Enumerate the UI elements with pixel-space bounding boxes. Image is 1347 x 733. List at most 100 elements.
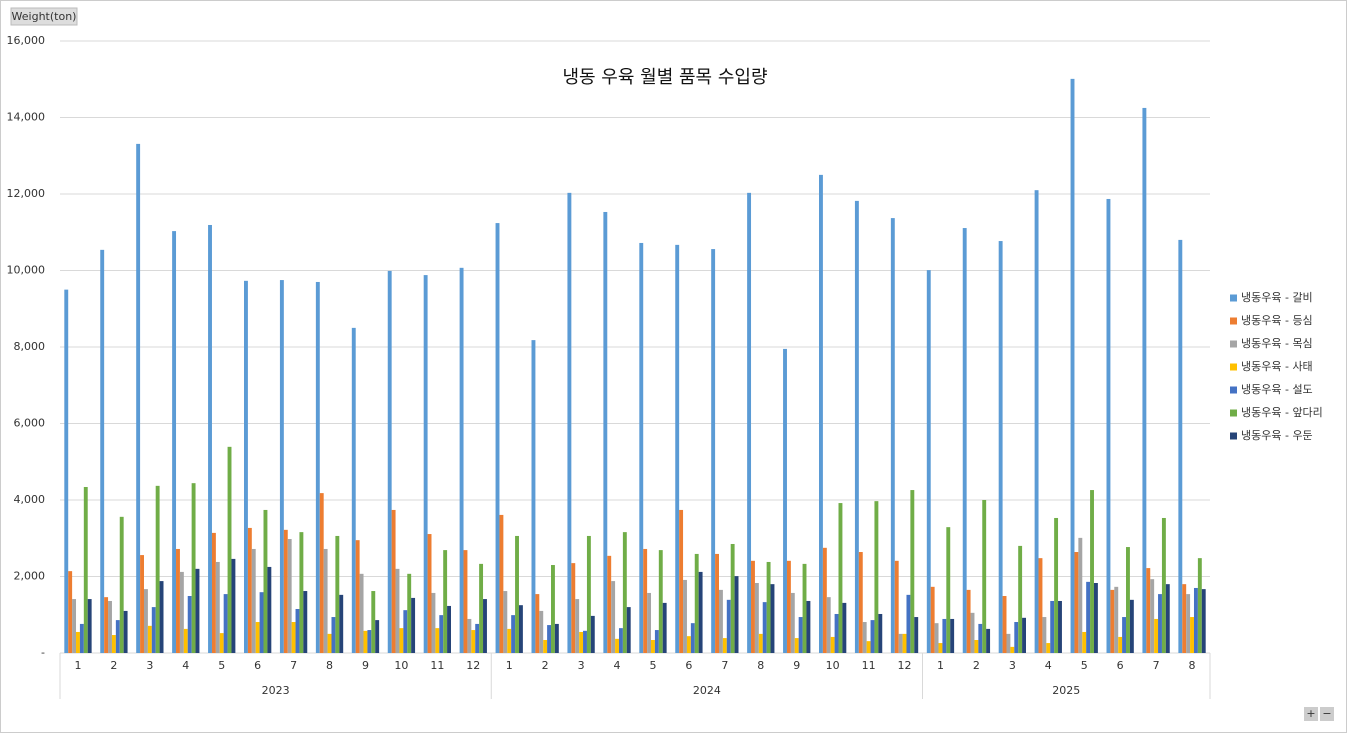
bar (962, 228, 967, 654)
bar (547, 625, 552, 653)
bar (1070, 78, 1075, 654)
legend-label: 냉동우육 - 갈비 (1241, 290, 1313, 304)
x-tick-label: 5 (218, 659, 225, 672)
bar (1046, 643, 1051, 653)
bar (683, 579, 687, 653)
bar (819, 174, 823, 653)
bar (770, 584, 775, 653)
zoom-in-label[interactable]: + (1306, 707, 1315, 720)
bar (1158, 594, 1162, 653)
group-label: 2024 (693, 684, 721, 697)
bar (208, 224, 212, 654)
bar (894, 560, 899, 653)
zoom-in[interactable]: + (1304, 707, 1318, 721)
bar (711, 249, 716, 653)
bar (806, 600, 811, 653)
bar (783, 348, 787, 653)
bar (758, 633, 763, 653)
bar (447, 605, 451, 653)
bar (786, 560, 791, 653)
x-tick-label: 7 (290, 659, 297, 672)
bar (1122, 617, 1127, 653)
x-tick-label: 8 (757, 659, 764, 672)
bar (475, 623, 480, 653)
bar (698, 571, 703, 653)
x-tick-label: 12 (466, 659, 480, 672)
bar (371, 591, 376, 653)
bar (970, 612, 975, 653)
bar (283, 529, 288, 653)
bar (1054, 517, 1059, 653)
bar (978, 623, 983, 653)
bar (244, 280, 248, 653)
bar (335, 535, 340, 653)
bar (662, 602, 667, 653)
bar (575, 599, 580, 653)
bar (858, 552, 863, 653)
zoom-out[interactable]: − (1320, 707, 1334, 721)
bar (87, 599, 92, 653)
bar (1074, 552, 1079, 653)
bar (626, 607, 631, 653)
bar (1118, 636, 1123, 653)
bar (331, 617, 336, 653)
bar (583, 630, 587, 653)
bar (798, 617, 803, 653)
bar (842, 602, 847, 653)
x-tick-label: 8 (326, 659, 333, 672)
bar (1197, 558, 1202, 653)
bar (658, 550, 663, 653)
bar (747, 192, 752, 654)
bar (647, 592, 652, 653)
bar (898, 633, 903, 653)
bar (463, 550, 468, 653)
bar (822, 547, 827, 653)
bar (762, 602, 767, 653)
bar (766, 561, 771, 653)
x-tick-label: 2 (110, 659, 117, 672)
bar (255, 622, 260, 653)
x-tick-label: 3 (1009, 659, 1016, 672)
bar (1178, 239, 1183, 653)
x-tick-label: 6 (254, 659, 261, 672)
bar (467, 618, 472, 653)
bar (323, 548, 328, 653)
bar (64, 289, 69, 653)
bar (1201, 589, 1206, 653)
bar (590, 615, 595, 653)
bar (890, 218, 895, 653)
bar (715, 553, 719, 653)
x-tick-label: 12 (898, 659, 912, 672)
x-tick-label: 9 (793, 659, 800, 672)
legend-swatch (1230, 294, 1237, 302)
bar (966, 589, 971, 653)
bar (930, 586, 935, 653)
bar (950, 618, 955, 653)
y-tick-label: 8,000 (14, 340, 46, 353)
bar (914, 617, 919, 653)
bar (686, 636, 691, 653)
axis-label-box (10, 7, 78, 26)
bar (730, 543, 735, 653)
bar (299, 532, 304, 653)
bar (359, 573, 364, 653)
bar (104, 597, 109, 653)
zoom-out-label[interactable]: − (1322, 707, 1331, 720)
bar (187, 596, 192, 653)
bar (1042, 617, 1047, 653)
x-tick-label: 8 (1189, 659, 1196, 672)
y-tick-label: 2,000 (14, 570, 46, 583)
legend-swatch (1230, 386, 1237, 394)
x-tick-label: 5 (1081, 659, 1088, 672)
bar (878, 613, 883, 653)
legend-label: 냉동우육 - 등심 (1241, 314, 1313, 327)
bar (411, 597, 416, 653)
bar (108, 600, 112, 653)
bar (287, 539, 292, 653)
bar (518, 605, 523, 653)
legend-label: 냉동우육 - 앞다리 (1241, 406, 1323, 419)
bar (387, 270, 392, 653)
bar (854, 200, 859, 653)
bar (1082, 631, 1087, 653)
bar (543, 639, 548, 653)
